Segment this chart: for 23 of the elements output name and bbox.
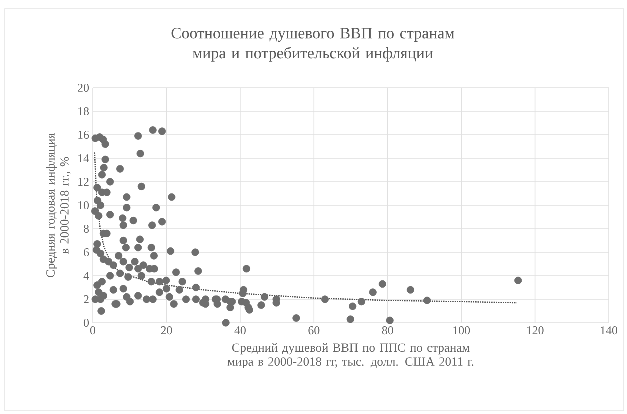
y-tick-label: 4: [84, 272, 90, 280]
x-tick-label: 0: [90, 326, 96, 335]
x-tick-label: 60: [308, 326, 320, 335]
x-tick-label: 80: [382, 326, 394, 335]
line-series: [94, 152, 518, 304]
x-tick-label: 120: [527, 326, 544, 335]
x-tick-label: 100: [454, 326, 470, 335]
y-axis-title: Средняя годовая инфляция в 2000-2018 гг., %: [46, 133, 71, 278]
y-tick-label: 8: [84, 224, 90, 234]
y-tick-label: 18: [78, 107, 90, 116]
x-tick-label: 140: [601, 326, 618, 335]
x-tick-label: 20: [161, 326, 172, 335]
y-tick-label: 16: [78, 130, 90, 140]
chart-title: Соотношение душевого ВВП по странам мира и потребительской инфляции: [172, 28, 454, 62]
y-tick-label: 2: [84, 296, 89, 304]
x-axis-title: Средний душевой ВВП по ППС по странам мира в 2000-2018 гг, тыс. долл. США 2011 г.: [228, 343, 474, 369]
y-tick-label: 12: [78, 178, 89, 186]
x-tick-label: 40: [234, 326, 246, 335]
y-tick-label: 10: [78, 201, 90, 210]
y-tick-label: 6: [84, 248, 90, 257]
y-tick-label: 20: [78, 84, 90, 92]
y-tick-label: 14: [78, 154, 90, 162]
y-tick-label: 0: [84, 318, 90, 328]
